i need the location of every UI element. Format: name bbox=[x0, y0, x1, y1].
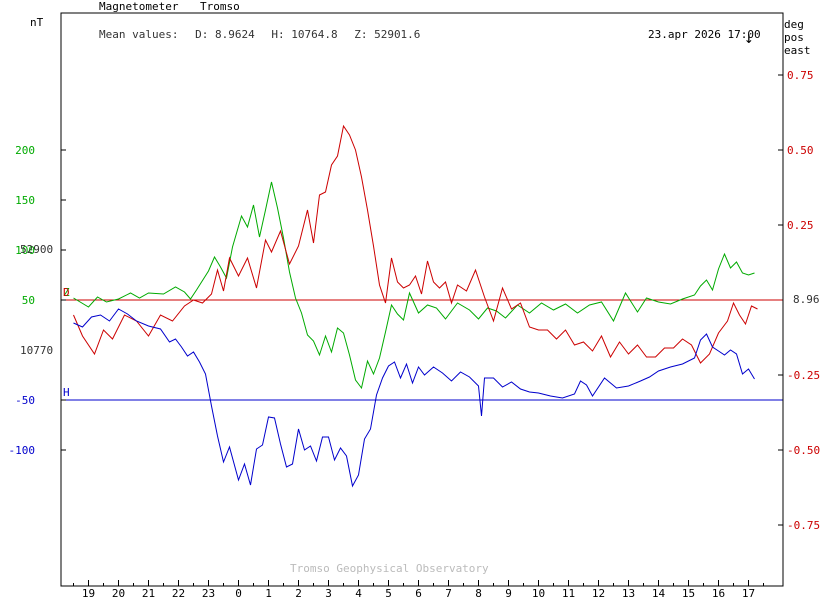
left-axis-unit: nT bbox=[30, 16, 44, 29]
x-tick-label: 20 bbox=[112, 587, 125, 600]
x-tick-label: 0 bbox=[235, 587, 242, 600]
baseline-label-z: Z bbox=[63, 286, 70, 299]
x-tick-label: 12 bbox=[592, 587, 605, 600]
x-tick-label: 8 bbox=[475, 587, 482, 600]
x-tick-label: 11 bbox=[562, 587, 575, 600]
series-line-h bbox=[73, 308, 755, 488]
right-tick-label: 0.25 bbox=[787, 219, 814, 232]
x-tick-label: 5 bbox=[385, 587, 392, 600]
x-tick-label: 21 bbox=[142, 587, 155, 600]
down-arrow-icon: ↓ bbox=[744, 28, 754, 47]
instrument-label: Magnetometer bbox=[99, 0, 179, 13]
mean-values: Mean values: D: 8.9624 H: 10764.8 Z: 529… bbox=[99, 28, 430, 41]
z-baseline-value: 52900 bbox=[20, 243, 54, 256]
right-tick-label: -0.50 bbox=[787, 444, 820, 457]
x-tick-label: 7 bbox=[445, 587, 452, 600]
left-tick-label: 100 bbox=[15, 244, 35, 257]
x-tick-label: 16 bbox=[712, 587, 725, 600]
x-tick-label: 1 bbox=[265, 587, 272, 600]
left-tick-label: 150 bbox=[15, 194, 35, 207]
x-tick-label: 3 bbox=[325, 587, 332, 600]
left-tick-label: -50 bbox=[15, 394, 35, 407]
right-tick-label: -0.25 bbox=[787, 369, 820, 382]
x-tick-label: 10 bbox=[532, 587, 545, 600]
mean-z: Z: 52901.6 bbox=[354, 28, 421, 41]
x-tick-label: 19 bbox=[82, 587, 95, 600]
x-tick-label: 14 bbox=[652, 587, 666, 600]
mean-d: D: 8.9624 bbox=[195, 28, 255, 41]
x-tick-label: 9 bbox=[505, 587, 512, 600]
right-axis-unit-line1: deg bbox=[784, 18, 804, 31]
mean-h: H: 10764.8 bbox=[271, 28, 338, 41]
x-tick-label: 15 bbox=[682, 587, 695, 600]
x-tick-label: 4 bbox=[355, 587, 362, 600]
h-baseline-value: 10770 bbox=[20, 344, 54, 357]
baseline-label-h: H bbox=[63, 386, 70, 399]
left-tick-label: 200 bbox=[15, 144, 35, 157]
x-tick-label: 22 bbox=[172, 587, 185, 600]
d-baseline-value: 8.96 bbox=[793, 293, 820, 306]
left-tick-label: -100 bbox=[9, 444, 36, 457]
series-line-z bbox=[73, 181, 755, 390]
axes: 19 20 21 22 23 0 1 2 3 4 5 6 7 8 9 10 11 12 13 14 15 16 172001… bbox=[9, 12, 820, 600]
x-tick-label: 23 bbox=[202, 587, 215, 600]
x-tick-label: 17 bbox=[742, 587, 755, 600]
station-label: Tromso bbox=[200, 0, 240, 13]
x-tick-label: 6 bbox=[415, 587, 422, 600]
right-tick-label: 0.75 bbox=[787, 69, 814, 82]
baselines: ZD H bbox=[61, 286, 783, 401]
right-axis-unit-line2: pos east bbox=[784, 31, 811, 57]
left-tick-label: 50 bbox=[22, 294, 35, 307]
mean-values-label: Mean values: bbox=[99, 28, 179, 41]
baseline-label-d: D bbox=[63, 286, 70, 299]
observatory-credit: Tromso Geophysical Observatory bbox=[290, 562, 489, 575]
x-tick-label: 13 bbox=[622, 587, 635, 600]
right-tick-label: -0.75 bbox=[787, 519, 820, 532]
series-line-d bbox=[73, 124, 758, 364]
x-tick-label: 2 bbox=[295, 587, 302, 600]
series-lines bbox=[73, 124, 758, 488]
right-tick-label: 0.50 bbox=[787, 144, 814, 157]
timestamp: 23.apr 2026 17:00 bbox=[648, 28, 761, 41]
